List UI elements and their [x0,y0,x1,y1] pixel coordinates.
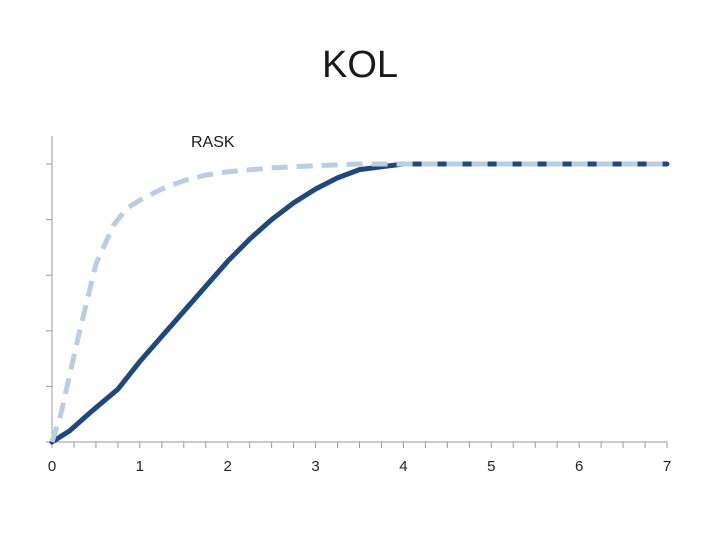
x-tick-label: 6 [575,458,583,475]
series-line-solid [49,161,670,445]
axes [51,136,667,443]
x-tick-label: 1 [136,458,144,475]
chart-title: KOL [321,44,399,86]
x-tick-label: 0 [48,458,56,475]
x-tick-label: 5 [487,458,495,475]
x-tick-label: 7 [663,458,671,475]
x-tick-label: 3 [311,458,319,475]
series-line-dashed [49,161,667,443]
x-tick-label: 4 [399,458,407,475]
chart-annotation-rask: RASK [191,134,235,151]
x-tick-label: 2 [224,458,232,475]
series-group [49,161,670,445]
ticks: 0 1 2 3 4 5 6 7 [46,163,671,475]
